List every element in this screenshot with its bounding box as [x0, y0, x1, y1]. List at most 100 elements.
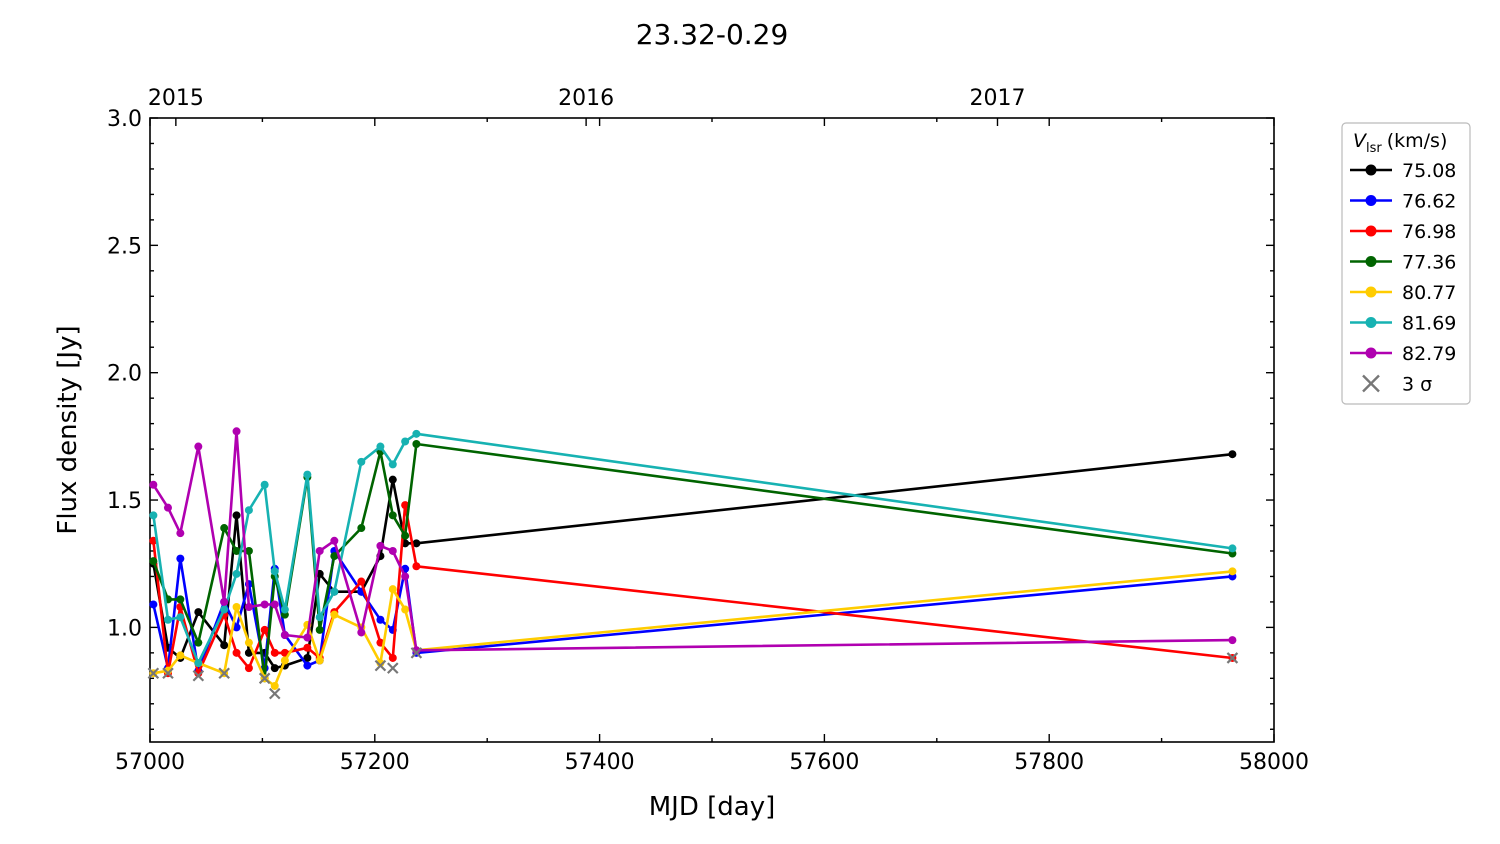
- x-tick-label: 58000: [1239, 750, 1309, 775]
- threshold-marker: [192, 670, 205, 682]
- data-point: [149, 600, 158, 609]
- legend-item: 76.98: [1350, 221, 1456, 243]
- data-point: [315, 625, 324, 634]
- threshold-marker-stroke: [192, 670, 205, 682]
- threshold-marker-stroke: [268, 687, 281, 700]
- data-point: [260, 600, 269, 609]
- data-point: [270, 567, 279, 576]
- legend-title-subscript: lsr: [1366, 141, 1382, 156]
- data-point: [376, 442, 385, 451]
- data-point: [220, 597, 229, 606]
- data-point: [388, 460, 397, 469]
- data-point: [412, 562, 421, 571]
- data-point: [315, 546, 324, 555]
- data-point: [280, 648, 289, 657]
- legend-marker: [1365, 347, 1377, 359]
- threshold-marker: [218, 667, 230, 680]
- data-point: [176, 529, 185, 538]
- threshold-marker: [387, 662, 399, 674]
- legend-label: 76.62: [1402, 191, 1456, 213]
- data-point: [232, 648, 241, 657]
- data-point: [1228, 636, 1237, 645]
- data-point: [357, 524, 366, 533]
- legend-marker: [1365, 225, 1377, 237]
- threshold-marker-stroke: [387, 662, 399, 674]
- legend-items: 75.08 76.62 76.98 77.36 80.77 81.69 82.79 3 σ: [1350, 160, 1456, 396]
- x-tick-label: 57800: [1014, 750, 1084, 775]
- data-point: [315, 656, 324, 665]
- series-line: [152, 429, 1233, 652]
- threshold-marker-stroke: [162, 667, 174, 680]
- top-year-axis: 2015 2016 2017: [148, 86, 1025, 126]
- legend-label: 81.69: [1402, 313, 1456, 335]
- legend-label-threshold: 3 σ: [1402, 374, 1432, 396]
- data-point: [388, 585, 397, 594]
- plot-frame: [149, 117, 1275, 743]
- legend-item: 76.62: [1350, 191, 1456, 213]
- data-point: [260, 480, 269, 489]
- legend-label: 75.08: [1402, 160, 1456, 182]
- data-point: [330, 552, 339, 561]
- data-point: [388, 511, 397, 520]
- data-point: [303, 470, 312, 479]
- legend-marker: [1365, 317, 1377, 328]
- data-point: [260, 625, 269, 634]
- threshold-marker-stroke: [410, 647, 423, 659]
- data-point: [280, 631, 289, 640]
- data-point: [244, 648, 253, 657]
- threshold-marker-stroke: [218, 667, 230, 680]
- data-point: [376, 615, 385, 624]
- threshold-marker: [147, 667, 160, 680]
- data-point: [244, 638, 253, 647]
- x-axis-title: MJD [day]: [649, 792, 776, 822]
- legend-item-threshold: 3 σ: [1362, 374, 1432, 396]
- legend-marker: [1365, 195, 1377, 206]
- y-tick-label: 1.5: [107, 489, 142, 514]
- data-point: [194, 442, 203, 451]
- data-point: [280, 605, 289, 614]
- data-point: [1228, 450, 1237, 459]
- data-point: [388, 653, 397, 662]
- data-point: [270, 681, 279, 690]
- data-point: [244, 506, 253, 515]
- threshold-marker-stroke: [147, 667, 160, 680]
- top-tick-label: 2017: [969, 86, 1025, 111]
- data-point: [303, 653, 312, 662]
- data-point: [232, 427, 241, 436]
- chart-title: 23.32-0.29: [636, 18, 789, 51]
- data-point: [232, 546, 241, 555]
- threshold-marker-stroke: [1226, 652, 1239, 664]
- legend-box: [1341, 122, 1471, 405]
- y-tick-label: 2.0: [107, 362, 142, 387]
- data-point: [303, 661, 312, 670]
- data-point: [149, 557, 158, 566]
- threshold-markers: [147, 647, 1239, 700]
- data-point: [270, 648, 279, 657]
- data-point: [388, 546, 397, 555]
- legend-title-symbol: V: [1353, 130, 1368, 152]
- data-point: [232, 569, 241, 578]
- threshold-marker: [162, 667, 174, 680]
- data-point: [270, 664, 279, 673]
- data-point: [412, 429, 421, 438]
- data-point: [176, 613, 185, 622]
- top-tick-label: 2016: [558, 86, 614, 111]
- data-point: [412, 539, 421, 548]
- data-point: [232, 603, 241, 612]
- legend-label: 82.79: [1402, 343, 1456, 365]
- threshold-marker: [268, 687, 281, 700]
- legend-threshold-stroke: [1362, 374, 1380, 393]
- data-point: [401, 531, 410, 540]
- data-point: [149, 511, 158, 520]
- data-point: [194, 608, 203, 617]
- y-tick-label: 1.0: [107, 616, 142, 641]
- x-tick-label: 57200: [340, 750, 410, 775]
- data-point: [149, 480, 158, 489]
- data-point: [388, 475, 397, 484]
- data-point: [194, 659, 203, 668]
- series-81.69: [149, 429, 1237, 668]
- data-point: [401, 572, 410, 581]
- threshold-marker: [374, 659, 387, 672]
- data-point: [330, 536, 339, 545]
